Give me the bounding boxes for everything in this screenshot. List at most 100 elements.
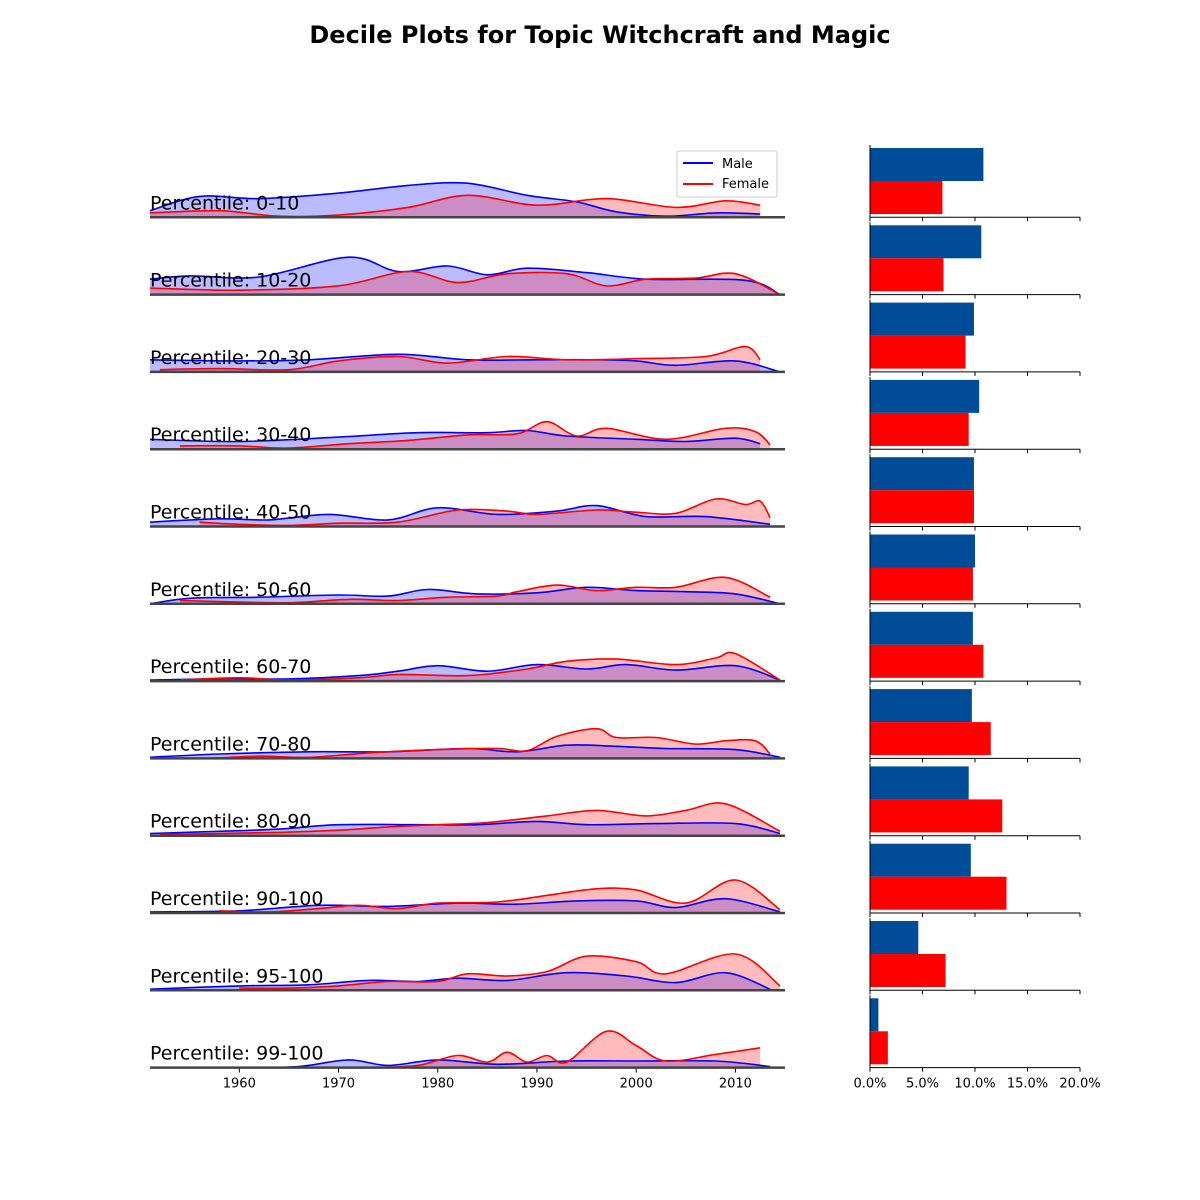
ridge-row: [149, 420, 771, 450]
female-bar: [870, 181, 943, 214]
female-bar: [870, 799, 1003, 833]
ridge-row: [149, 802, 781, 836]
female-bar: [870, 567, 973, 601]
x-tick-label: 1990: [520, 1077, 553, 1092]
male-bar: [870, 921, 919, 954]
bar-row: [870, 148, 984, 214]
female-bar: [870, 490, 974, 524]
ridge-row: [149, 256, 781, 296]
row-label: Percentile: 80-90: [150, 811, 311, 833]
female-bar: [870, 335, 966, 369]
female-bar: [870, 644, 984, 678]
row-label: Percentile: 60-70: [150, 656, 311, 678]
ridge-row: [239, 1030, 771, 1069]
row-label: Percentile: 90-100: [150, 888, 323, 910]
female-bar: [870, 1031, 888, 1065]
female-line: [368, 1030, 761, 1069]
ridge-row: [149, 576, 781, 605]
row-label: Percentile: 40-50: [150, 502, 311, 524]
x-tick-label: 1980: [421, 1077, 454, 1092]
female-bar: [870, 954, 946, 987]
axes-layer: Percentile: 0-10 Percentile: 10-20 Percent…: [150, 145, 1101, 1092]
male-bar: [870, 302, 974, 336]
male-bar: [870, 379, 980, 413]
legend-female-label: Female: [722, 177, 769, 192]
overlap-area: [179, 430, 761, 450]
female-line: [179, 420, 771, 449]
bar-tick-label: 5.0%: [906, 1077, 939, 1092]
overlap-area: [179, 587, 771, 604]
bar-row: [870, 302, 974, 369]
male-bar: [870, 148, 984, 181]
female-line: [149, 270, 781, 296]
male-line: [149, 429, 761, 445]
male-line: [149, 353, 781, 373]
female-area: [368, 1030, 761, 1068]
male-bar: [870, 534, 975, 568]
bar-row: [870, 225, 982, 292]
bar-row: [870, 379, 980, 446]
bar-tick-label: 10.0%: [954, 1077, 995, 1092]
female-line: [199, 497, 771, 527]
row-label: Percentile: 20-30: [150, 347, 311, 369]
bar-tick-label: 20.0%: [1059, 1077, 1100, 1092]
ridge-row: [149, 497, 771, 527]
bar-row: [870, 843, 1007, 910]
male-bar: [870, 457, 974, 491]
row-label: Percentile: 10-20: [150, 270, 311, 292]
male-line: [149, 256, 781, 296]
row-label: Percentile: 95-100: [150, 965, 323, 987]
male-line: [149, 504, 771, 526]
bar-row: [870, 689, 991, 756]
ridge-row: [149, 879, 781, 913]
male-bar: [870, 689, 972, 723]
bar-row: [870, 534, 975, 601]
ridge-row: [149, 181, 761, 218]
overlap-area: [239, 972, 771, 991]
bar-plot-area: [870, 148, 1007, 1065]
male-line: [149, 897, 781, 913]
row-label: Percentile: 70-80: [150, 733, 311, 755]
bar-row: [870, 766, 1003, 833]
ridge-row: [149, 345, 781, 373]
male-line: [149, 820, 781, 835]
female-line: [159, 345, 761, 371]
female-bar: [870, 412, 969, 446]
x-tick-label: 2010: [719, 1077, 752, 1092]
female-line: [239, 953, 781, 990]
ridge-row: [149, 953, 781, 991]
male-line: [149, 586, 781, 605]
bar-row: [870, 998, 888, 1065]
male-bar: [870, 766, 969, 800]
row-label: Percentile: 0-10: [150, 192, 299, 214]
female-line: [149, 194, 761, 218]
row-label: Percentile: 30-40: [150, 424, 311, 446]
x-tick-label: 1960: [223, 1077, 256, 1092]
overlap-area: [159, 354, 761, 372]
legend: Male Female: [676, 150, 778, 198]
overlap-area: [179, 664, 780, 682]
male-bar: [870, 843, 971, 877]
male-line: [149, 744, 781, 759]
female-line: [219, 879, 781, 913]
overlap-area: [219, 898, 780, 913]
male-bar: [870, 611, 973, 645]
legend-male-label: Male: [722, 157, 753, 172]
female-bar: [870, 876, 1007, 910]
row-label: Percentile: 50-60: [150, 579, 311, 601]
ridge-plot-area: [149, 181, 781, 1069]
x-tick-label: 2000: [620, 1077, 653, 1092]
overlap-area: [209, 744, 771, 759]
bar-row: [870, 611, 984, 678]
male-bar: [870, 225, 982, 259]
overlap-area: [159, 821, 780, 836]
male-bar: [870, 998, 879, 1032]
row-label: Percentile: 99-100: [150, 1043, 323, 1065]
female-line: [209, 727, 771, 760]
bar-tick-label: 0.0%: [853, 1077, 886, 1092]
bar-tick-label: 15.0%: [1007, 1077, 1048, 1092]
bar-row: [870, 921, 946, 987]
male-line: [149, 663, 781, 681]
male-line: [149, 971, 771, 990]
